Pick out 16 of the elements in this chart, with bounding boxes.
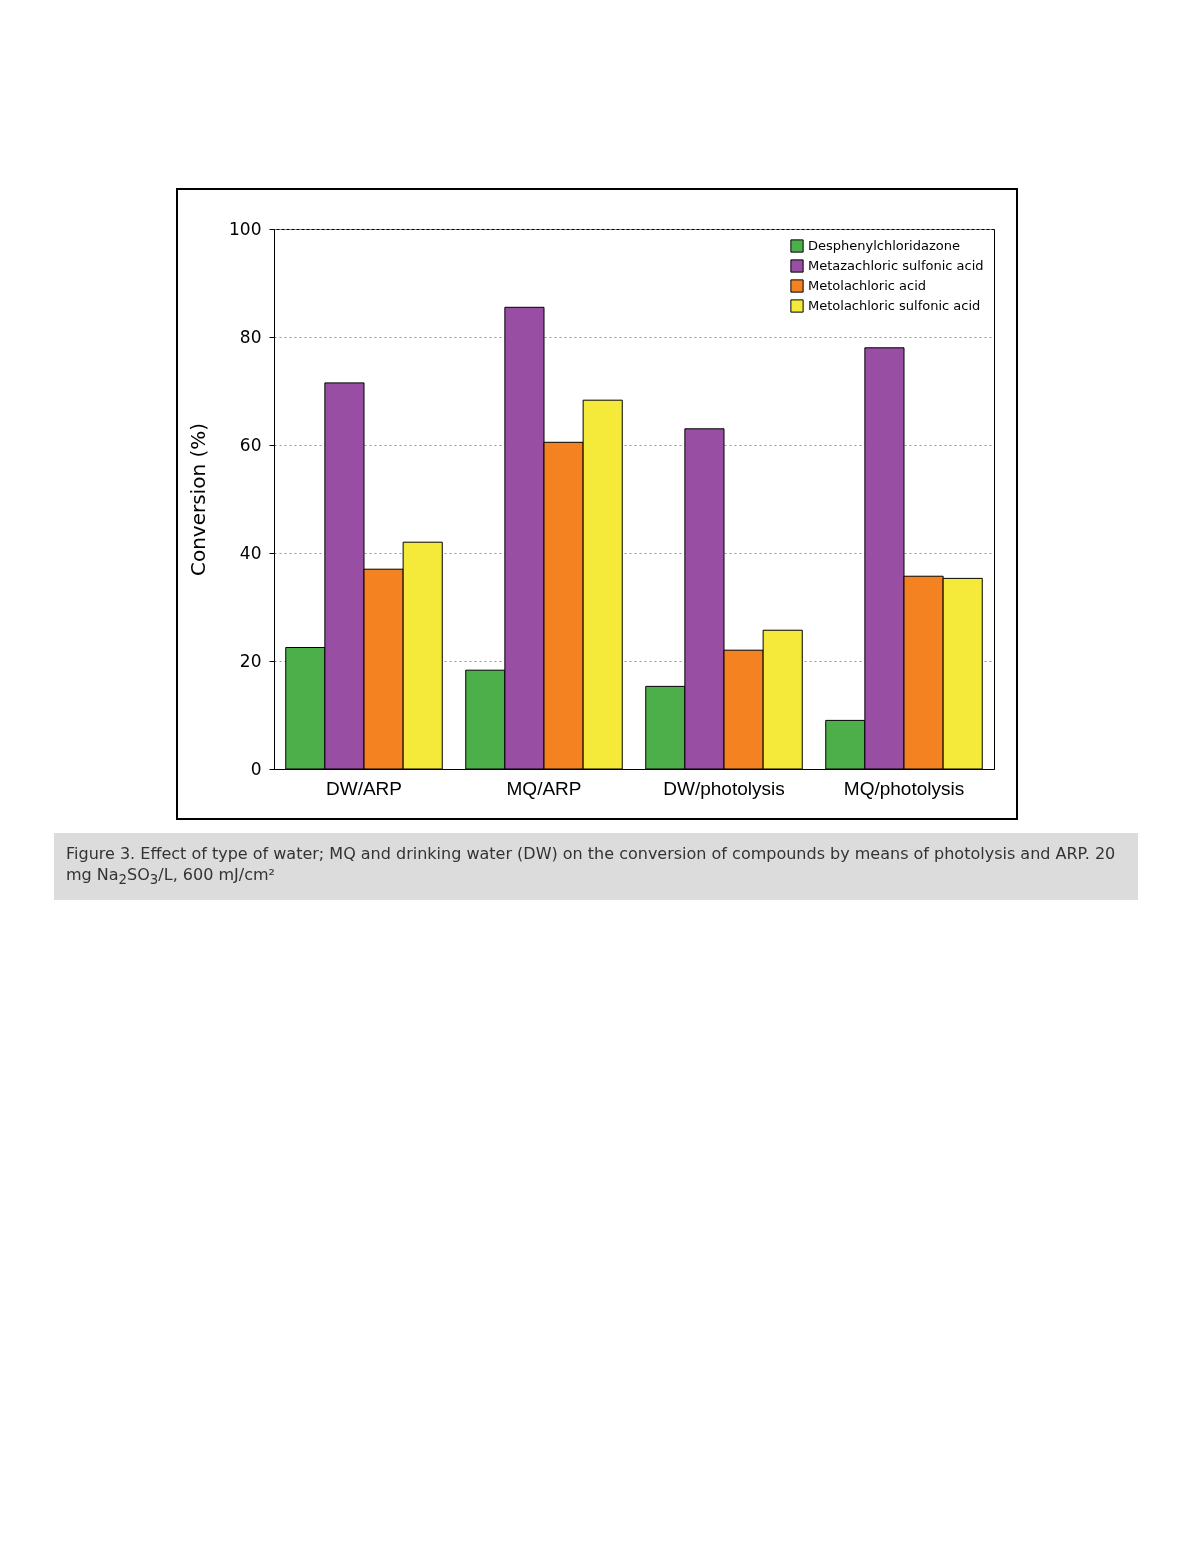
caption: Figure 3. Effect of type of water; MQ and drinking water (DW) on the conversion of compounds by means of photolysis and ARP. 20 mg Na$_{2}$SO$_{3}$/L, 600 mJ/cm² [66, 843, 1117, 890]
y-tick-label: 100 [229, 218, 262, 239]
y-tick-label: 80 [239, 326, 262, 347]
x-tick-label: MQ/photolysis [843, 777, 965, 799]
legend-label: Metolachloric acid [808, 278, 927, 293]
x-tick-label: DW/photolysis [663, 777, 785, 799]
y-tick-label: 20 [239, 650, 262, 671]
legend-label: Metolachloric sulfonic acid [808, 298, 981, 313]
y-tick-label: 0 [250, 758, 262, 779]
x-tick-label: DW/ARP [326, 777, 402, 799]
legend-label: Desphenylchloridazone [808, 238, 960, 253]
y-tick-label: 60 [239, 434, 262, 455]
y-axis-title: Conversion (%) [186, 422, 211, 577]
y-tick-label: 40 [239, 542, 262, 563]
legend-label: Metazachloric sulfonic acid [808, 258, 984, 273]
x-tick-label: MQ/ARP [506, 777, 582, 799]
